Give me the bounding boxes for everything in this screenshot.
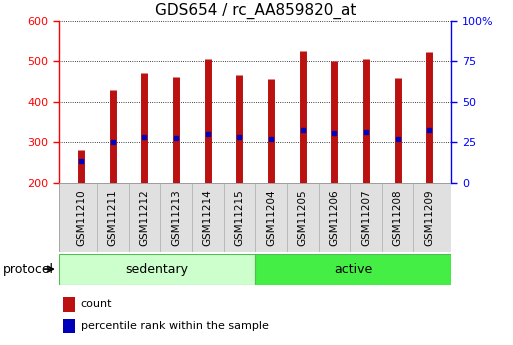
Text: GSM11204: GSM11204 [266, 189, 276, 246]
Bar [63, 319, 75, 333]
Bar [59, 254, 255, 285]
Bar [63, 297, 75, 312]
Text: GSM11208: GSM11208 [392, 189, 403, 246]
Bar [255, 254, 451, 285]
Text: GSM11210: GSM11210 [76, 189, 86, 246]
Text: GSM11214: GSM11214 [203, 189, 213, 246]
Text: GSM11211: GSM11211 [108, 189, 118, 246]
Text: GSM11213: GSM11213 [171, 189, 181, 246]
Text: count: count [81, 299, 112, 309]
Text: sedentary: sedentary [126, 263, 189, 276]
Text: GSM11209: GSM11209 [424, 189, 435, 246]
Text: percentile rank within the sample: percentile rank within the sample [81, 321, 268, 331]
Title: GDS654 / rc_AA859820_at: GDS654 / rc_AA859820_at [154, 3, 356, 19]
Text: GSM11205: GSM11205 [298, 189, 308, 246]
Text: GSM11206: GSM11206 [329, 189, 339, 246]
Text: active: active [334, 263, 372, 276]
Text: GSM11215: GSM11215 [234, 189, 244, 246]
Text: GSM11207: GSM11207 [361, 189, 371, 246]
Text: protocol: protocol [3, 263, 54, 276]
Text: GSM11212: GSM11212 [140, 189, 149, 246]
